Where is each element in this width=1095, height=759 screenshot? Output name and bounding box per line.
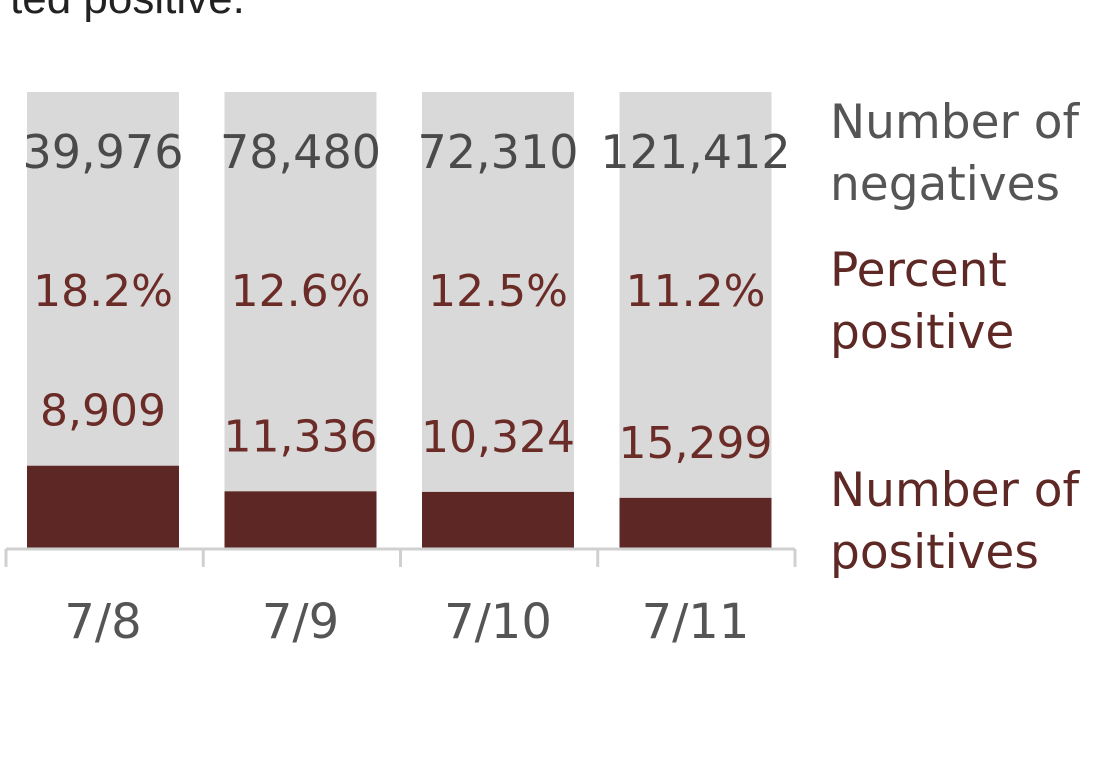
percent-positive-data-label: 12.5%: [428, 266, 568, 317]
negatives-bar: [422, 92, 574, 492]
percent-label-line-2: positive: [830, 305, 1015, 360]
percent-positive-data-label: 11.2%: [626, 266, 766, 317]
negatives-bar: [224, 92, 377, 492]
percent-positive-data-label: 12.6%: [231, 266, 371, 317]
negatives-label-line-1: Number of: [830, 95, 1080, 150]
positives-label-line-2: positives: [830, 525, 1039, 580]
percent-label-line-1: Percent: [830, 243, 1007, 298]
positives-data-label: 11,336: [224, 411, 378, 462]
x-tick-label: 7/9: [262, 594, 339, 650]
negatives-data-label: 72,310: [418, 125, 579, 179]
positives-data-label: 15,299: [619, 418, 773, 469]
positives-bar: [224, 491, 377, 549]
negatives-bar: [27, 92, 179, 466]
positives-series-label: Number of positives: [830, 460, 1079, 584]
positives-bar: [27, 465, 179, 549]
negatives-bar: [619, 92, 772, 498]
negatives-data-label: 78,480: [220, 125, 381, 179]
x-tick-label: 7/8: [64, 594, 141, 650]
negatives-data-label: 39,976: [23, 125, 184, 179]
positives-data-label: 8,909: [40, 386, 166, 437]
positives-data-label: 10,324: [421, 412, 575, 463]
negatives-data-label: 121,412: [600, 125, 790, 179]
percent-positive-data-label: 18.2%: [33, 266, 173, 317]
positives-bar: [619, 497, 772, 549]
x-tick-label: 7/11: [642, 594, 750, 650]
x-tick-label: 7/10: [444, 594, 552, 650]
positives-bar: [422, 491, 574, 549]
percent-positive-label: Percent positive: [830, 240, 1014, 364]
negatives-series-label: Number of negatives: [830, 92, 1079, 216]
negatives-label-line-2: negatives: [830, 157, 1061, 212]
header-text-fragment: ted positive.: [10, 0, 245, 24]
positives-label-line-1: Number of: [830, 463, 1080, 518]
